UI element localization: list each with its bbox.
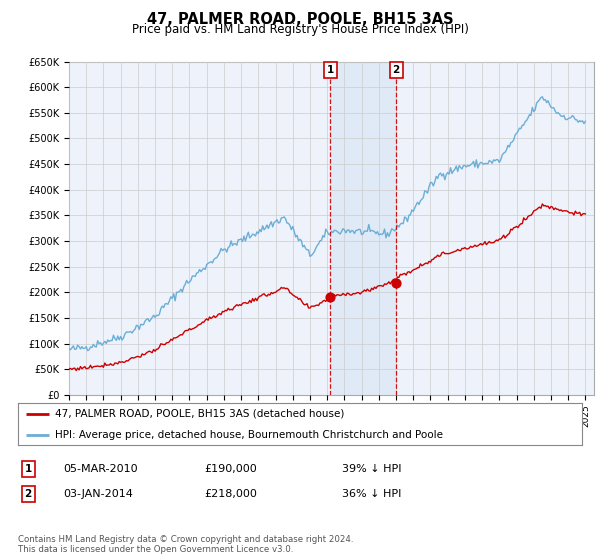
Text: 05-MAR-2010: 05-MAR-2010 — [63, 464, 137, 474]
Text: 47, PALMER ROAD, POOLE, BH15 3AS: 47, PALMER ROAD, POOLE, BH15 3AS — [146, 12, 454, 27]
Text: 1: 1 — [25, 464, 32, 474]
Text: 2: 2 — [25, 489, 32, 499]
Point — [391, 278, 401, 287]
Text: 2: 2 — [392, 65, 400, 75]
Text: 47, PALMER ROAD, POOLE, BH15 3AS (detached house): 47, PALMER ROAD, POOLE, BH15 3AS (detach… — [55, 409, 344, 419]
Text: 03-JAN-2014: 03-JAN-2014 — [63, 489, 133, 499]
Text: HPI: Average price, detached house, Bournemouth Christchurch and Poole: HPI: Average price, detached house, Bour… — [55, 430, 443, 440]
Bar — [330, 62, 396, 395]
Text: 39% ↓ HPI: 39% ↓ HPI — [342, 464, 401, 474]
Text: £190,000: £190,000 — [204, 464, 257, 474]
Text: £218,000: £218,000 — [204, 489, 257, 499]
Text: 1: 1 — [326, 65, 334, 75]
Text: Price paid vs. HM Land Registry's House Price Index (HPI): Price paid vs. HM Land Registry's House … — [131, 22, 469, 36]
Text: Contains HM Land Registry data © Crown copyright and database right 2024.
This d: Contains HM Land Registry data © Crown c… — [18, 535, 353, 554]
Point — [325, 293, 335, 302]
Text: 36% ↓ HPI: 36% ↓ HPI — [342, 489, 401, 499]
